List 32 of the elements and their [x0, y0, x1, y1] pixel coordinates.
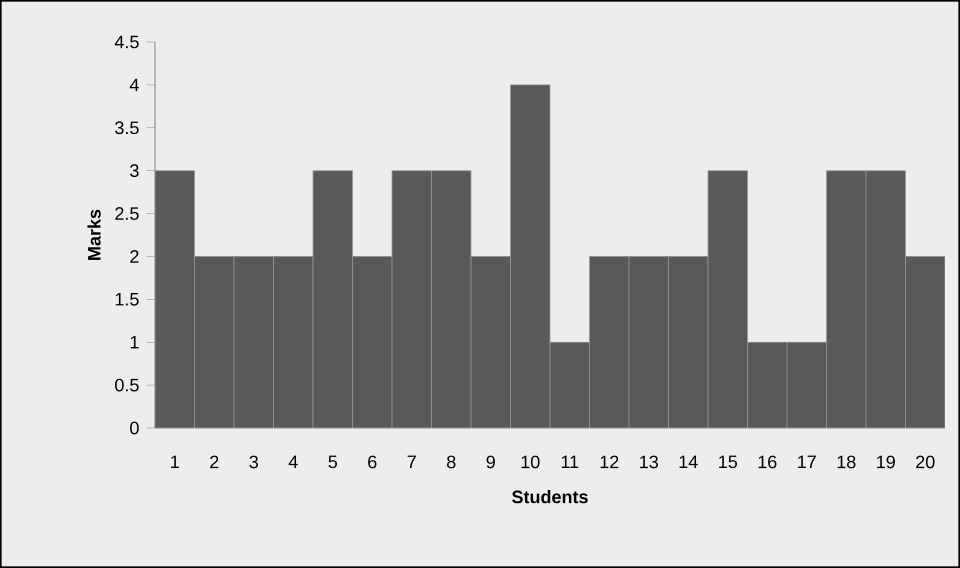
x-tick-label: 6 [368, 456, 376, 468]
x-tick-label: 2 [210, 456, 218, 468]
x-tick-label: 19 [877, 456, 895, 468]
x-tick-label: 16 [758, 456, 776, 468]
y-tick-label: 1.5 [116, 293, 139, 306]
x-tick-label: 1 [171, 456, 179, 468]
x-tick-label: 13 [640, 456, 658, 468]
x-tick-label: 3 [249, 456, 258, 468]
y-tick-label: 2 [130, 250, 138, 263]
x-tick-label: 8 [447, 456, 456, 468]
y-tick-label: 0 [130, 422, 139, 434]
x-tick-label: 7 [408, 456, 416, 468]
x-tick-label: 20 [916, 456, 935, 468]
x-tick-label: 4 [288, 456, 298, 468]
y-tick-label: 0.5 [115, 378, 139, 392]
y-tick-label: 1 [130, 336, 139, 348]
x-tick-label: 10 [522, 456, 540, 468]
y-tick-label: 3 [130, 164, 139, 178]
x-tick-label: 11 [562, 456, 578, 468]
y-tick-label: 3.5 [115, 121, 139, 134]
x-tick-label: 18 [838, 456, 856, 468]
x-axis-title: Students [512, 490, 588, 504]
x-tick-label: 17 [798, 456, 816, 468]
x-tick-label: 12 [600, 456, 618, 468]
x-tick-label: 15 [719, 456, 737, 468]
x-tick-label: 5 [328, 456, 337, 468]
y-tick-label: 2.5 [115, 207, 139, 220]
x-tick-label: 14 [680, 456, 698, 468]
y-tick-label: 4 [130, 78, 139, 92]
x-tick-label: 9 [486, 456, 495, 468]
y-axis-title: Marks [87, 210, 101, 260]
y-tick-label: 4.5 [114, 36, 139, 48]
